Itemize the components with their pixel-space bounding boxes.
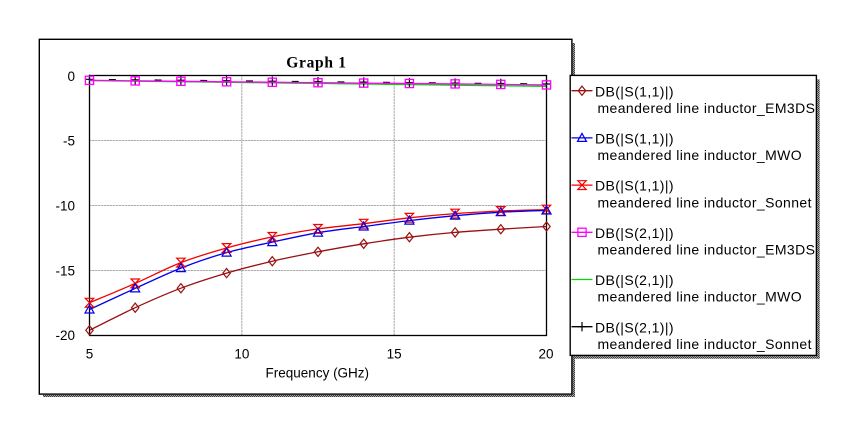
svg-text:DB(|S(1,1)|): DB(|S(1,1)|)	[595, 83, 674, 99]
svg-text:meandered line inductor_MWO: meandered line inductor_MWO	[598, 289, 803, 305]
svg-text:meandered line inductor_MWO: meandered line inductor_MWO	[598, 147, 803, 163]
svg-text:DB(|S(2,1)|): DB(|S(2,1)|)	[595, 225, 674, 241]
svg-text:meandered line inductor_Sonnet: meandered line inductor_Sonnet	[598, 194, 812, 210]
svg-text:meandered line inductor_EM3DS: meandered line inductor_EM3DS	[598, 100, 816, 116]
svg-text:15: 15	[387, 347, 402, 362]
svg-text:5: 5	[86, 347, 94, 362]
svg-text:DB(|S(2,1)|): DB(|S(2,1)|)	[595, 272, 674, 288]
svg-text:-15: -15	[55, 264, 75, 279]
svg-text:-5: -5	[63, 134, 75, 149]
svg-text:DB(|S(1,1)|): DB(|S(1,1)|)	[595, 131, 674, 147]
svg-text:meandered line inductor_Sonnet: meandered line inductor_Sonnet	[598, 336, 812, 352]
svg-text:0: 0	[67, 69, 75, 84]
svg-text:10: 10	[234, 347, 249, 362]
svg-text:DB(|S(2,1)|): DB(|S(2,1)|)	[595, 319, 674, 335]
svg-text:DB(|S(1,1)|): DB(|S(1,1)|)	[595, 178, 674, 194]
svg-text:meandered line inductor_EM3DS: meandered line inductor_EM3DS	[598, 242, 816, 258]
svg-text:-20: -20	[55, 328, 75, 343]
svg-text:20: 20	[538, 347, 553, 362]
svg-text:Graph 1: Graph 1	[286, 55, 346, 72]
svg-text:-10: -10	[55, 199, 75, 214]
svg-text:Frequency (GHz): Frequency (GHz)	[266, 366, 370, 381]
